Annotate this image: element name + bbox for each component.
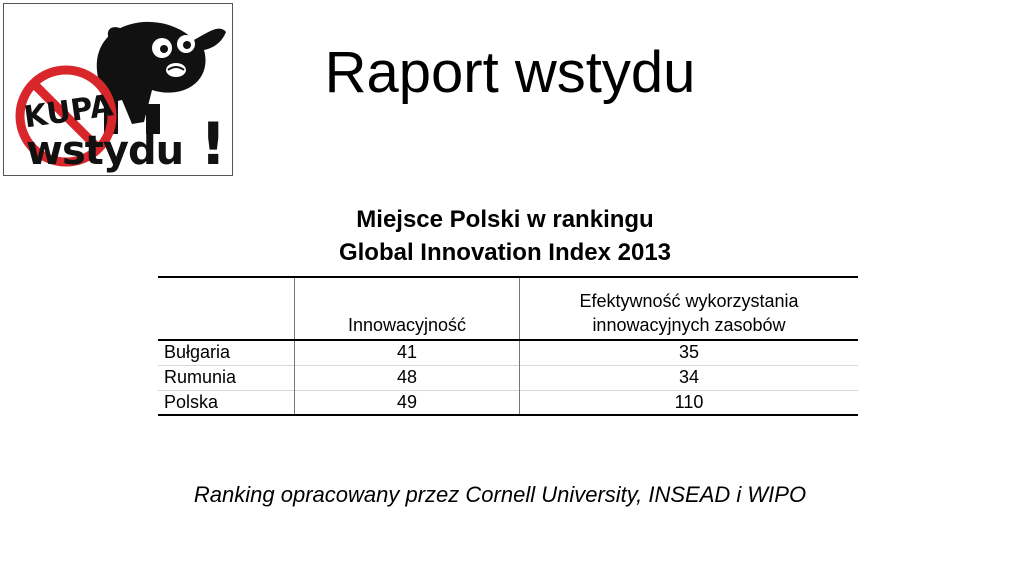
cell-innovation: 48 xyxy=(294,364,520,390)
header-country xyxy=(158,276,295,341)
table-title-line1: Miejsce Polski w rankingu xyxy=(356,206,654,233)
cell-efficiency: 35 xyxy=(519,340,858,365)
cell-efficiency: 34 xyxy=(519,364,858,390)
kupa-wstydu-logo: KUPA wstydu ! xyxy=(3,3,233,176)
cell-efficiency: 110 xyxy=(519,389,858,416)
dog-over-prohibition-sign-icon: KUPA wstydu ! xyxy=(15,21,226,175)
table-row: Polska 49 110 xyxy=(158,389,858,416)
cell-country: Bułgaria xyxy=(164,342,231,363)
cell-innovation: 41 xyxy=(294,340,520,365)
logo-line2: wstydu xyxy=(26,128,183,174)
ranking-table: Innowacyjność Efektywność wykorzystania … xyxy=(158,276,858,416)
header-efficiency-line2: innowacyjnych zasobów xyxy=(592,315,786,335)
header-efficiency: Efektywność wykorzystania innowacyjnych … xyxy=(519,276,858,341)
cell-innovation: 49 xyxy=(294,389,520,416)
cell-country: Rumunia xyxy=(158,364,295,390)
table-header-row: Innowacyjność Efektywność wykorzystania … xyxy=(158,276,858,341)
table-row: Bułgaria 41 35 xyxy=(158,340,858,365)
header-efficiency-line1: Efektywność wykorzystania xyxy=(579,291,799,311)
cell-country: Polska xyxy=(158,389,295,416)
table-row: Rumunia 48 34 xyxy=(158,364,858,390)
source-note: Ranking opracowany przez Cornell Univers… xyxy=(193,482,807,507)
header-innovation: Innowacyjność xyxy=(294,276,520,341)
table-title-line2: Global Innovation Index 2013 xyxy=(338,239,672,266)
logo-exclamation: ! xyxy=(200,110,226,175)
table-title: Miejsce Polski w rankingu Global Innovat… xyxy=(300,203,710,269)
page-title: Raport wstydu xyxy=(324,40,696,105)
